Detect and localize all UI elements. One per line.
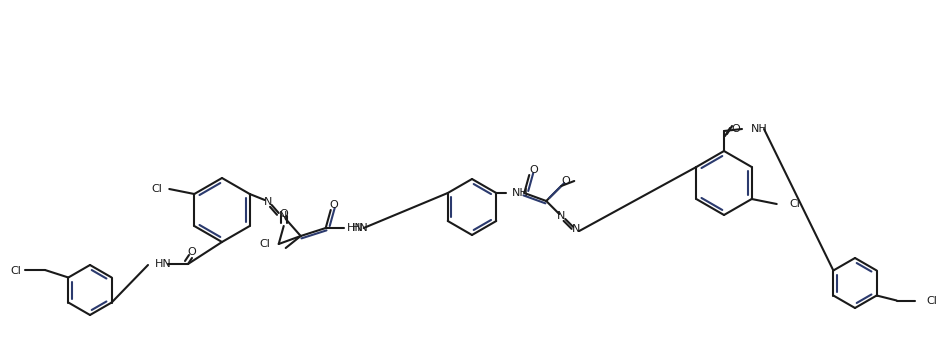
Text: N: N: [557, 211, 565, 221]
Text: Cl: Cl: [790, 199, 801, 209]
Text: HN: HN: [347, 223, 364, 233]
Text: Cl: Cl: [260, 239, 270, 249]
Text: NH: NH: [751, 124, 767, 134]
Text: HN: HN: [155, 259, 172, 269]
Text: N: N: [572, 224, 581, 234]
Text: NH: NH: [513, 188, 529, 198]
Text: HN: HN: [352, 223, 368, 233]
Text: O: O: [188, 247, 196, 257]
Text: O: O: [530, 165, 539, 175]
Text: O: O: [329, 200, 338, 210]
Text: Cl: Cl: [152, 184, 162, 194]
Text: O: O: [279, 209, 288, 219]
Text: O: O: [562, 176, 570, 186]
Text: Cl: Cl: [10, 266, 22, 276]
Text: N: N: [263, 197, 272, 207]
Text: N: N: [278, 211, 287, 221]
Text: Cl: Cl: [927, 295, 937, 305]
Text: O: O: [732, 124, 740, 134]
